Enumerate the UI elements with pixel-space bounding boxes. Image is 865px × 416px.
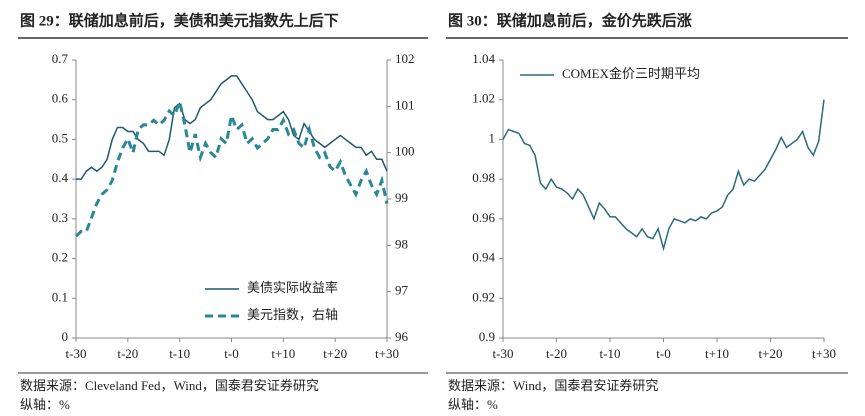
y-tick-label: 1.04 xyxy=(472,51,495,66)
y2-tick-label: 99 xyxy=(395,190,408,205)
chart-title: 图 30：联储加息前后，金价先跌后涨 xyxy=(448,11,692,29)
source: 数据来源：Cleveland Fed，Wind，国泰君安证券研究 xyxy=(20,378,319,393)
y-tick-label: 0.9 xyxy=(479,329,495,344)
y-tick-label: 0.5 xyxy=(52,130,68,145)
y-tick-label: 0.6 xyxy=(52,91,69,106)
y-tick-label: 0.4 xyxy=(52,170,69,185)
y-tick-label: 0.7 xyxy=(52,51,69,66)
x-tick-label: t+20 xyxy=(759,346,783,361)
series-line xyxy=(74,96,389,238)
x-tick-label: t+10 xyxy=(705,346,729,361)
y2-tick-label: 100 xyxy=(395,144,415,159)
legend-label: COMEX金价三时期平均 xyxy=(562,66,700,81)
x-tick-label: t-10 xyxy=(600,346,621,361)
y2-tick-label: 98 xyxy=(395,236,408,251)
x-tick-label: t-0 xyxy=(656,346,670,361)
y-tick-label: 0.96 xyxy=(472,210,495,225)
series-line xyxy=(502,99,825,252)
x-tick-label: t-20 xyxy=(546,346,567,361)
legend-label: 美元指数，右轴 xyxy=(247,307,338,322)
y-tick-label: 0.2 xyxy=(52,250,68,265)
y2-tick-label: 101 xyxy=(395,97,415,112)
y-tick-label: 0.94 xyxy=(472,250,495,265)
x-tick-label: t-30 xyxy=(493,346,514,361)
legend-label: 美债实际收益率 xyxy=(247,280,338,295)
x-tick-label: t-10 xyxy=(169,346,190,361)
x-tick-label: t+30 xyxy=(375,346,399,361)
y-tick-label: 0.1 xyxy=(52,289,68,304)
series-line xyxy=(76,75,388,180)
x-tick-label: t+10 xyxy=(271,346,295,361)
y2-tick-label: 97 xyxy=(395,283,409,298)
chart-title: 图 29：联储加息前后，美债和美元指数先上后下 xyxy=(20,11,339,29)
y-tick-label: 0.92 xyxy=(472,289,495,304)
x-tick-label: t-20 xyxy=(117,346,138,361)
x-tick-label: t-0 xyxy=(224,346,238,361)
y-tick-label: 0 xyxy=(62,329,69,344)
y-tick-label: 1 xyxy=(489,130,496,145)
y-tick-label: 0.3 xyxy=(52,210,68,225)
y-tick-label: 1.02 xyxy=(472,91,495,106)
x-tick-label: t-30 xyxy=(66,346,87,361)
y2-tick-label: 96 xyxy=(395,329,409,344)
note: 纵轴：% xyxy=(20,397,70,412)
note: 纵轴：% xyxy=(448,397,498,412)
x-tick-label: t+20 xyxy=(323,346,347,361)
y2-tick-label: 102 xyxy=(395,51,415,66)
y-tick-label: 0.98 xyxy=(472,170,495,185)
source: 数据来源：Wind，国泰君安证券研究 xyxy=(448,378,658,393)
x-tick-label: t+30 xyxy=(812,346,836,361)
